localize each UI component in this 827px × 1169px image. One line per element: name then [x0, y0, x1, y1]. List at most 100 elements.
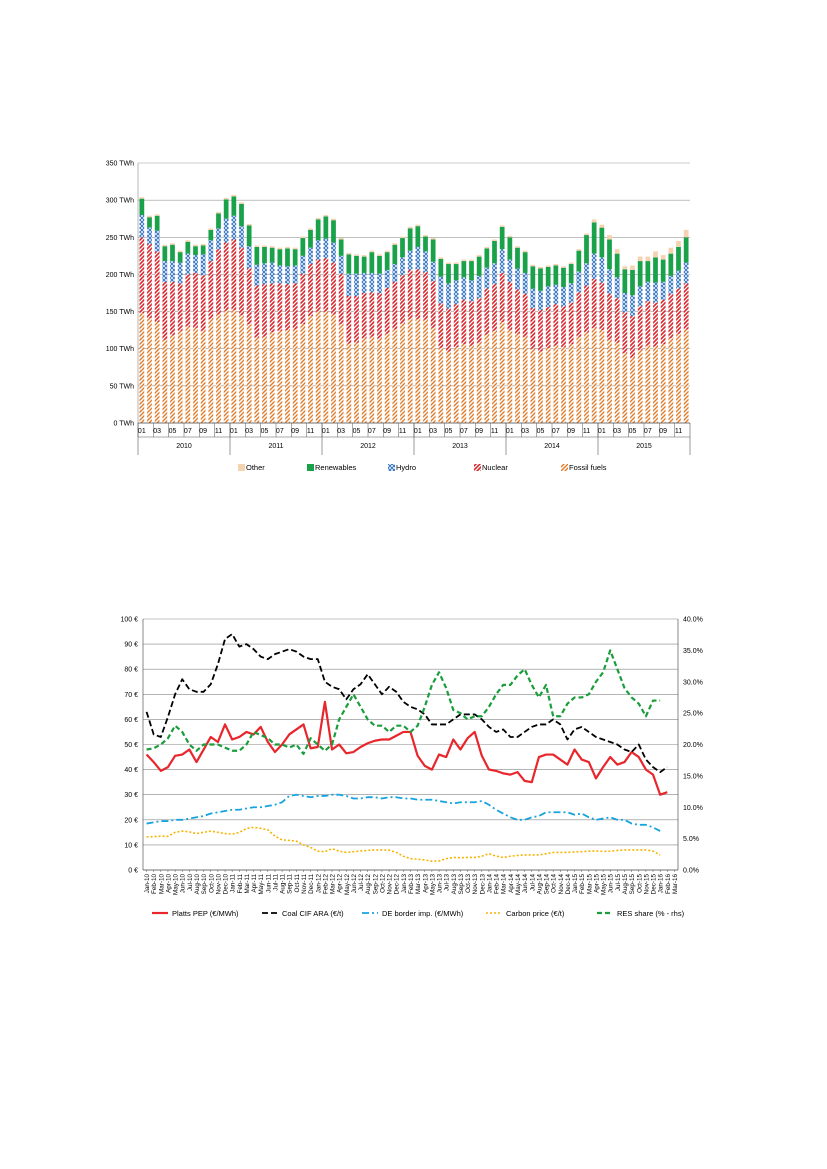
bar-nuclear	[400, 275, 405, 324]
bar-nuclear	[254, 285, 260, 338]
month-label: 05	[537, 428, 545, 435]
bar-renewables	[438, 258, 444, 277]
bar-fossil-fuels	[545, 347, 551, 423]
bar-hydro	[285, 266, 290, 285]
bar-renewables	[446, 264, 451, 284]
bar-other	[507, 235, 513, 238]
bar-hydro	[568, 283, 574, 303]
x-tick-label: Jul-14	[529, 874, 536, 892]
bar-renewables	[415, 226, 421, 247]
bar-other	[622, 266, 628, 270]
x-tick-label: Aug-13	[451, 874, 458, 895]
bar-nuclear	[185, 274, 191, 327]
month-label: 11	[399, 428, 406, 435]
bar-renewables	[193, 246, 198, 256]
x-tick-label: May-13	[429, 874, 436, 895]
x-tick-label: Jun-14	[522, 874, 529, 894]
bar-other	[645, 256, 651, 262]
bar-hydro	[384, 269, 390, 288]
bar-hydro	[177, 262, 183, 284]
bar-nuclear	[170, 281, 175, 336]
x-tick-label: Aug-12	[365, 874, 372, 895]
bar-nuclear	[446, 308, 451, 352]
bar-hydro	[492, 263, 497, 285]
legend-swatch-renewables	[307, 464, 314, 471]
year-label: 2014	[544, 443, 560, 450]
bar-nuclear	[177, 283, 183, 331]
bar-fossil-fuels	[300, 324, 306, 423]
x-tick-label: Feb-13	[408, 874, 415, 894]
bar-hydro	[630, 295, 635, 317]
bar-hydro	[254, 264, 260, 286]
month-label: 01	[138, 428, 146, 435]
bar-hydro	[614, 277, 620, 299]
bar-hydro	[469, 280, 474, 302]
year-label: 2011	[268, 443, 283, 450]
bar-fossil-fuels	[660, 344, 666, 423]
bar-fossil-fuels	[499, 321, 505, 423]
month-label: 07	[276, 428, 284, 435]
y2-tick-label: 30.0%	[683, 679, 703, 686]
bar-other	[630, 265, 635, 270]
bar-other	[292, 247, 298, 250]
x-tick-label: Dec-13	[479, 874, 486, 895]
bar-renewables	[584, 235, 589, 264]
y2-tick-label: 20.0%	[683, 742, 703, 749]
series-line-coal	[145, 633, 668, 774]
x-tick-label: Jan-10	[144, 874, 151, 894]
bar-nuclear	[630, 316, 635, 358]
bar-hydro	[561, 287, 566, 307]
bar-fossil-fuels	[415, 319, 421, 423]
bar-fossil-fuels	[576, 336, 582, 423]
bar-fossil-fuels	[400, 323, 405, 423]
bar-renewables	[154, 215, 160, 231]
y2-tick-label: 15.0%	[683, 773, 703, 780]
bar-fossil-fuels	[522, 336, 528, 423]
legend-swatch-other	[238, 464, 245, 471]
x-tick-label: Nov-12	[387, 874, 394, 895]
bar-hydro	[607, 269, 612, 294]
x-tick-label: Jun-15	[608, 874, 615, 894]
month-label: 11	[675, 428, 682, 435]
bar-hydro	[576, 271, 582, 293]
bar-nuclear	[292, 283, 298, 330]
bar-fossil-fuels	[384, 333, 390, 423]
bar-hydro	[231, 215, 237, 240]
bar-renewables	[676, 246, 681, 271]
bar-renewables	[308, 229, 313, 248]
month-label: 07	[460, 428, 468, 435]
bar-renewables	[453, 264, 459, 281]
bar-fossil-fuels	[231, 310, 237, 423]
x-tick-label: Feb-14	[494, 874, 501, 894]
bar-fossil-fuels	[193, 327, 198, 423]
bar-fossil-fuels	[568, 344, 574, 423]
bar-fossil-fuels	[292, 329, 298, 423]
bar-renewables	[568, 264, 574, 284]
bar-fossil-fuels	[223, 310, 229, 423]
bar-nuclear	[354, 295, 359, 343]
bar-fossil-fuels	[476, 342, 482, 423]
bar-other	[553, 264, 559, 266]
bar-nuclear	[576, 292, 582, 337]
y-tick-label: 300 TWh	[106, 198, 134, 205]
bar-other	[193, 244, 198, 247]
bar-hydro	[553, 284, 559, 305]
bar-fossil-fuels	[361, 338, 367, 423]
bar-other	[522, 250, 528, 253]
bar-other	[200, 243, 206, 246]
bar-other	[545, 265, 551, 267]
bar-hydro	[645, 281, 651, 302]
x-tick-label: Feb-12	[322, 874, 329, 894]
bar-fossil-fuels	[162, 339, 168, 423]
bar-nuclear	[308, 264, 313, 317]
bar-other	[561, 266, 566, 268]
bar-nuclear	[430, 281, 436, 328]
bar-other	[300, 236, 306, 239]
x-tick-label: Jun-11	[265, 874, 272, 893]
x-tick-label: Dec-15	[651, 874, 658, 895]
bar-other	[254, 245, 260, 247]
bar-other	[446, 262, 451, 265]
bar-other	[262, 245, 267, 247]
bar-other	[614, 249, 620, 254]
